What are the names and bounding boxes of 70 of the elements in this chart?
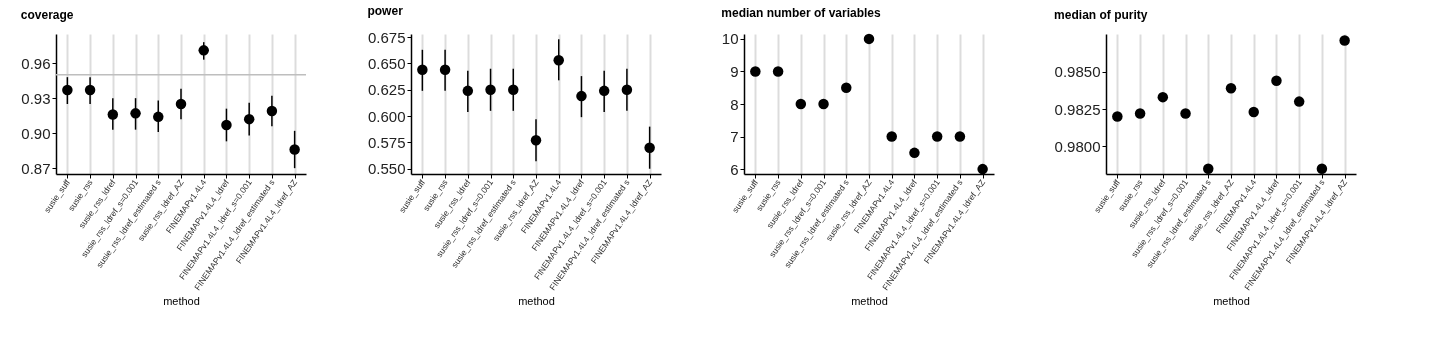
point — [439, 64, 451, 76]
x-axis-title: method — [851, 294, 888, 307]
point — [818, 98, 829, 110]
point — [863, 33, 875, 45]
point — [1225, 82, 1237, 94]
y-tick-label: 0.675 — [367, 28, 406, 46]
y-tick-label: 9 — [730, 62, 739, 80]
y-tick-label: 0.650 — [367, 54, 406, 72]
y-tick-label: 0.96 — [21, 54, 51, 72]
point — [1293, 96, 1305, 107]
x-axis-title: method — [518, 294, 555, 307]
point — [266, 105, 278, 117]
point — [289, 144, 300, 155]
point — [750, 66, 761, 77]
point — [153, 111, 164, 123]
y-tick-label: 7 — [730, 128, 739, 146]
y-tick-label: 10 — [721, 30, 739, 48]
point — [1248, 106, 1259, 118]
y-tick-label: 0.600 — [367, 107, 406, 125]
point — [598, 85, 610, 97]
point — [1180, 108, 1191, 119]
point — [130, 108, 141, 119]
point — [772, 66, 784, 77]
point — [462, 85, 474, 97]
y-tick-label: 0.9850 — [1054, 63, 1101, 81]
x-axis-title: method — [1213, 294, 1250, 307]
chart-title: coverage — [20, 8, 74, 22]
point — [1316, 163, 1328, 175]
y-tick-label: 0.625 — [367, 81, 406, 99]
point — [107, 109, 119, 120]
chart-title: power — [367, 4, 404, 19]
y-tick-label: 0.575 — [367, 133, 406, 151]
point — [954, 131, 966, 142]
point — [909, 147, 920, 159]
point — [508, 84, 519, 96]
point — [795, 98, 807, 110]
point — [841, 82, 852, 93]
point — [1112, 111, 1123, 122]
point — [1339, 35, 1350, 46]
point — [1271, 75, 1282, 86]
point — [221, 119, 232, 131]
point — [198, 45, 209, 56]
y-tick-label: 6 — [730, 160, 739, 178]
y-tick-label: 0.550 — [367, 160, 406, 178]
point — [530, 135, 542, 146]
point — [417, 64, 428, 76]
point — [175, 98, 187, 110]
y-tick-label: 8 — [730, 95, 739, 113]
point — [644, 142, 655, 153]
point — [977, 163, 988, 175]
y-tick-label: 0.9800 — [1054, 137, 1101, 155]
chart-title: median number of variables — [721, 5, 882, 20]
point — [576, 90, 587, 102]
x-axis-title: method — [163, 294, 200, 307]
point — [243, 113, 255, 125]
point — [931, 131, 943, 142]
point — [1157, 91, 1169, 103]
y-tick-label: 0.90 — [21, 124, 51, 142]
point — [84, 84, 96, 96]
y-tick-label: 0.93 — [21, 89, 51, 107]
point — [621, 84, 633, 96]
point — [886, 131, 897, 142]
point — [1134, 108, 1146, 119]
point — [553, 55, 564, 66]
y-tick-label: 0.87 — [21, 159, 51, 177]
point — [1203, 163, 1214, 175]
chart-title: median of purity — [1054, 8, 1148, 22]
point — [62, 84, 73, 96]
y-tick-label: 0.9825 — [1054, 100, 1101, 118]
point — [485, 84, 496, 96]
